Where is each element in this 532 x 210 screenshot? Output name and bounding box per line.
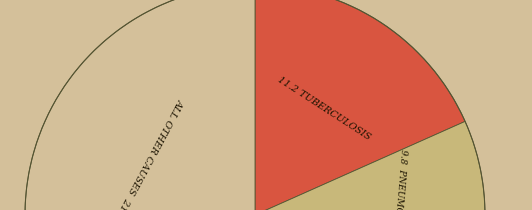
Text: ALL OTHER CAUSES  21.0: ALL OTHER CAUSES 21.0	[114, 97, 185, 210]
Text: 9.8  PNEUMONIA ( ALL FORMS ): 9.8 PNEUMONIA ( ALL FORMS )	[386, 149, 408, 210]
Wedge shape	[25, 0, 255, 210]
Text: 11.2 TUBERCULOSIS: 11.2 TUBERCULOSIS	[276, 76, 372, 142]
Wedge shape	[255, 0, 465, 210]
Wedge shape	[255, 121, 485, 210]
